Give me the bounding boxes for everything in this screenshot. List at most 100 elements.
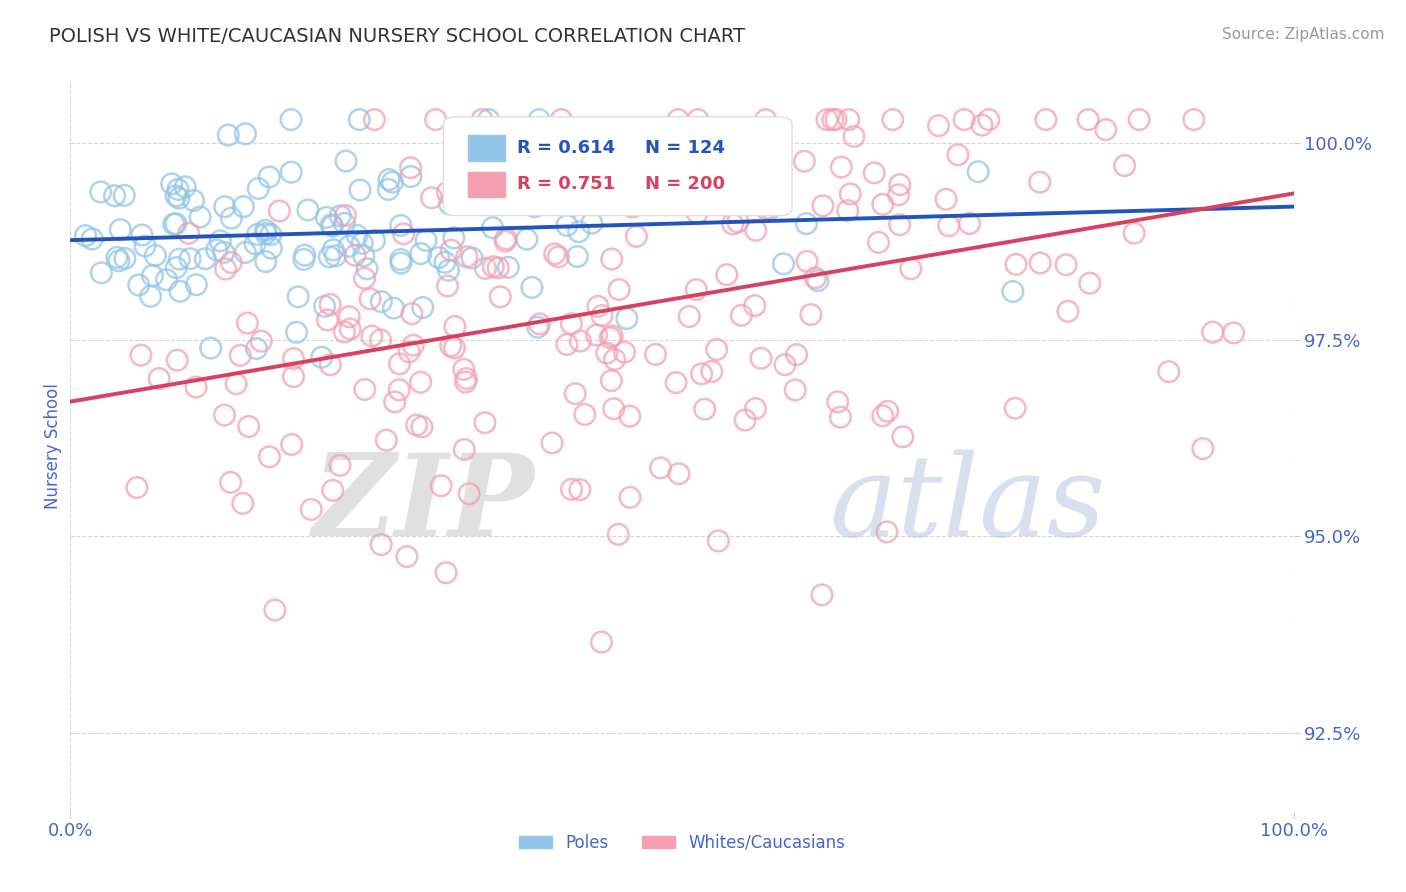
Point xyxy=(1057,304,1080,318)
Point xyxy=(269,204,291,219)
Point xyxy=(339,322,361,336)
Point xyxy=(686,112,709,127)
Point xyxy=(706,343,728,357)
Point xyxy=(443,341,465,355)
Text: N = 124: N = 124 xyxy=(645,138,725,157)
Point xyxy=(82,232,104,246)
Point xyxy=(370,538,392,552)
Point xyxy=(461,251,484,265)
Point xyxy=(529,317,551,331)
Point xyxy=(205,243,228,257)
Point xyxy=(409,375,432,389)
Point xyxy=(569,334,592,348)
Point xyxy=(450,186,472,200)
Point xyxy=(353,383,375,397)
Point xyxy=(90,185,112,199)
Point xyxy=(734,413,756,427)
Point xyxy=(486,260,509,275)
Point xyxy=(1001,285,1024,299)
Point xyxy=(214,262,236,277)
Point xyxy=(329,458,352,473)
Point xyxy=(349,183,371,197)
Point xyxy=(716,268,738,282)
Point xyxy=(863,166,886,180)
Point xyxy=(105,251,128,265)
Point xyxy=(337,239,360,253)
Point xyxy=(609,157,631,171)
Point xyxy=(389,252,412,267)
Point xyxy=(560,483,582,497)
Point xyxy=(335,154,357,169)
Point xyxy=(232,496,254,510)
Point xyxy=(315,211,337,225)
Point xyxy=(246,227,269,242)
Point xyxy=(456,250,478,264)
Text: Source: ZipAtlas.com: Source: ZipAtlas.com xyxy=(1222,27,1385,42)
Point xyxy=(363,112,385,127)
Point xyxy=(165,189,187,203)
Legend: Poles, Whites/Caucasians: Poles, Whites/Caucasians xyxy=(512,827,852,858)
Point xyxy=(260,227,283,242)
Point xyxy=(678,310,700,324)
Point xyxy=(523,200,546,214)
Point xyxy=(221,211,243,226)
Point xyxy=(219,255,242,269)
Point xyxy=(876,524,898,539)
Point xyxy=(526,320,548,334)
Point xyxy=(668,467,690,481)
Point xyxy=(398,344,420,359)
Point xyxy=(489,290,512,304)
Point xyxy=(520,280,543,294)
Point xyxy=(141,268,163,283)
Point xyxy=(471,112,494,127)
Point xyxy=(749,142,772,156)
Point xyxy=(280,437,302,451)
Point xyxy=(700,364,723,378)
Point xyxy=(440,244,463,258)
Point xyxy=(443,231,465,245)
Point xyxy=(796,217,818,231)
Point xyxy=(125,481,148,495)
Point xyxy=(1114,159,1136,173)
Point xyxy=(475,143,498,157)
Point xyxy=(815,112,838,127)
Point xyxy=(959,217,981,231)
Point xyxy=(188,210,211,224)
Point xyxy=(437,263,460,277)
Point xyxy=(134,239,156,253)
Point xyxy=(169,252,191,267)
Point xyxy=(842,129,865,144)
Point xyxy=(411,420,433,434)
Point xyxy=(755,202,778,216)
Point xyxy=(389,219,412,233)
Point xyxy=(212,245,235,260)
Point xyxy=(541,436,564,450)
Point xyxy=(232,200,254,214)
Point xyxy=(353,271,375,285)
Point xyxy=(482,260,505,274)
Point xyxy=(730,309,752,323)
Point xyxy=(254,223,277,237)
Point xyxy=(359,292,381,306)
Point xyxy=(612,141,634,155)
Point xyxy=(697,178,720,193)
Point xyxy=(361,329,384,343)
Point xyxy=(103,188,125,202)
Point xyxy=(555,219,578,233)
Point xyxy=(1005,257,1028,271)
Point xyxy=(515,127,537,141)
Y-axis label: Nursery School: Nursery School xyxy=(44,383,62,509)
Point xyxy=(621,200,644,214)
Point xyxy=(928,119,950,133)
Point xyxy=(314,299,336,313)
Point xyxy=(596,346,619,360)
Point xyxy=(474,261,496,276)
Point xyxy=(568,483,591,497)
Point xyxy=(953,112,976,127)
FancyBboxPatch shape xyxy=(443,117,792,216)
Point xyxy=(623,171,645,186)
Point xyxy=(882,112,904,127)
Point xyxy=(585,328,607,343)
Point xyxy=(703,152,725,166)
Point xyxy=(225,376,247,391)
